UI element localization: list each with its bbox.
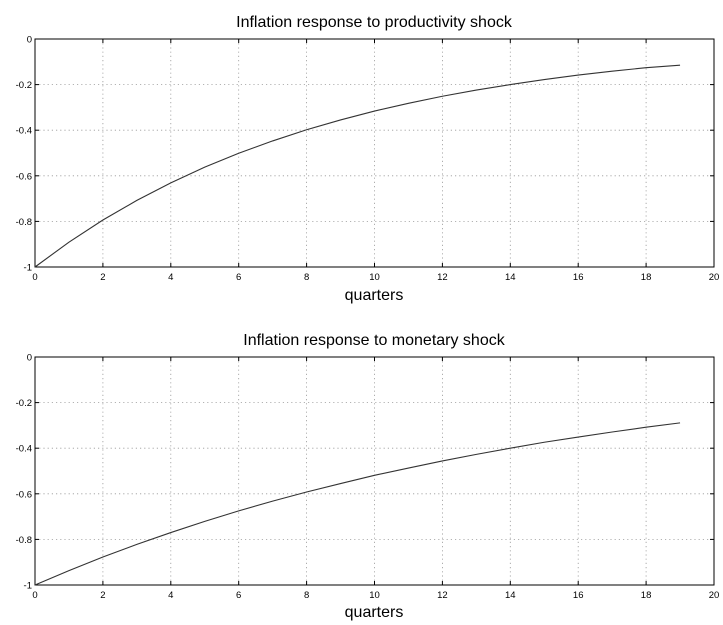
x-tick-label: 10 (369, 272, 380, 283)
y-tick-label: -1 (24, 263, 32, 274)
x-tick-label: 20 (709, 272, 720, 283)
x-tick-label: 0 (32, 272, 37, 283)
x-tick-label: 2 (100, 272, 105, 283)
x-tick-label: 12 (437, 272, 448, 283)
ticks: 0 2 4 6 8 10 12 14 16 18 20 0 -0.2 -0.4 -0.6 -0.8 -1 (16, 353, 720, 602)
x-tick-label: 18 (641, 272, 652, 283)
x-tick-label: 16 (573, 272, 584, 283)
y-tick-label: -0.8 (16, 217, 32, 228)
x-tick-label: 8 (304, 590, 309, 601)
grid (35, 39, 714, 267)
y-tick-label: 0 (27, 35, 32, 46)
x-tick-label: 20 (709, 590, 720, 601)
x-tick-label: 14 (505, 272, 516, 283)
x-tick-label: 0 (32, 590, 37, 601)
y-tick-label: -0.4 (16, 126, 32, 137)
x-tick-label: 8 (304, 272, 309, 283)
x-tick-label: 2 (100, 590, 105, 601)
ticks: 0 2 4 6 8 10 12 14 16 18 20 0 -0.2 -0.4 -0.6 -0.8 -1 (16, 35, 720, 284)
y-tick-label: -0.6 (16, 171, 32, 182)
x-axis-label: quarters (345, 604, 404, 621)
grid (35, 357, 714, 585)
x-tick-label: 6 (236, 590, 241, 601)
y-tick-label: -0.2 (16, 398, 32, 409)
series-layer (34, 64, 681, 268)
x-tick-label: 6 (236, 272, 241, 283)
series-line (34, 64, 681, 268)
x-tick-label: 4 (168, 272, 173, 283)
x-tick-label: 4 (168, 590, 173, 601)
x-tick-label: 12 (437, 590, 448, 601)
x-tick-label: 16 (573, 590, 584, 601)
y-tick-label: -0.8 (16, 535, 32, 546)
series-line (34, 422, 681, 586)
series-layer (34, 422, 681, 586)
y-tick-label: 0 (27, 353, 32, 364)
chart-productivity-shock: Inflation response to productivity shock… (16, 14, 720, 304)
x-tick-label: 10 (369, 590, 380, 601)
y-tick-label: -0.4 (16, 444, 32, 455)
y-tick-label: -0.2 (16, 80, 32, 91)
chart-title: Inflation response to monetary shock (243, 332, 505, 349)
x-tick-label: 14 (505, 590, 516, 601)
chart-monetary-shock: Inflation response to monetary shock 0 2 4… (16, 332, 720, 621)
y-tick-label: -1 (24, 581, 32, 592)
y-tick-label: -0.6 (16, 489, 32, 500)
x-tick-label: 18 (641, 590, 652, 601)
x-axis-label: quarters (345, 287, 404, 304)
chart-title: Inflation response to productivity shock (236, 14, 513, 31)
